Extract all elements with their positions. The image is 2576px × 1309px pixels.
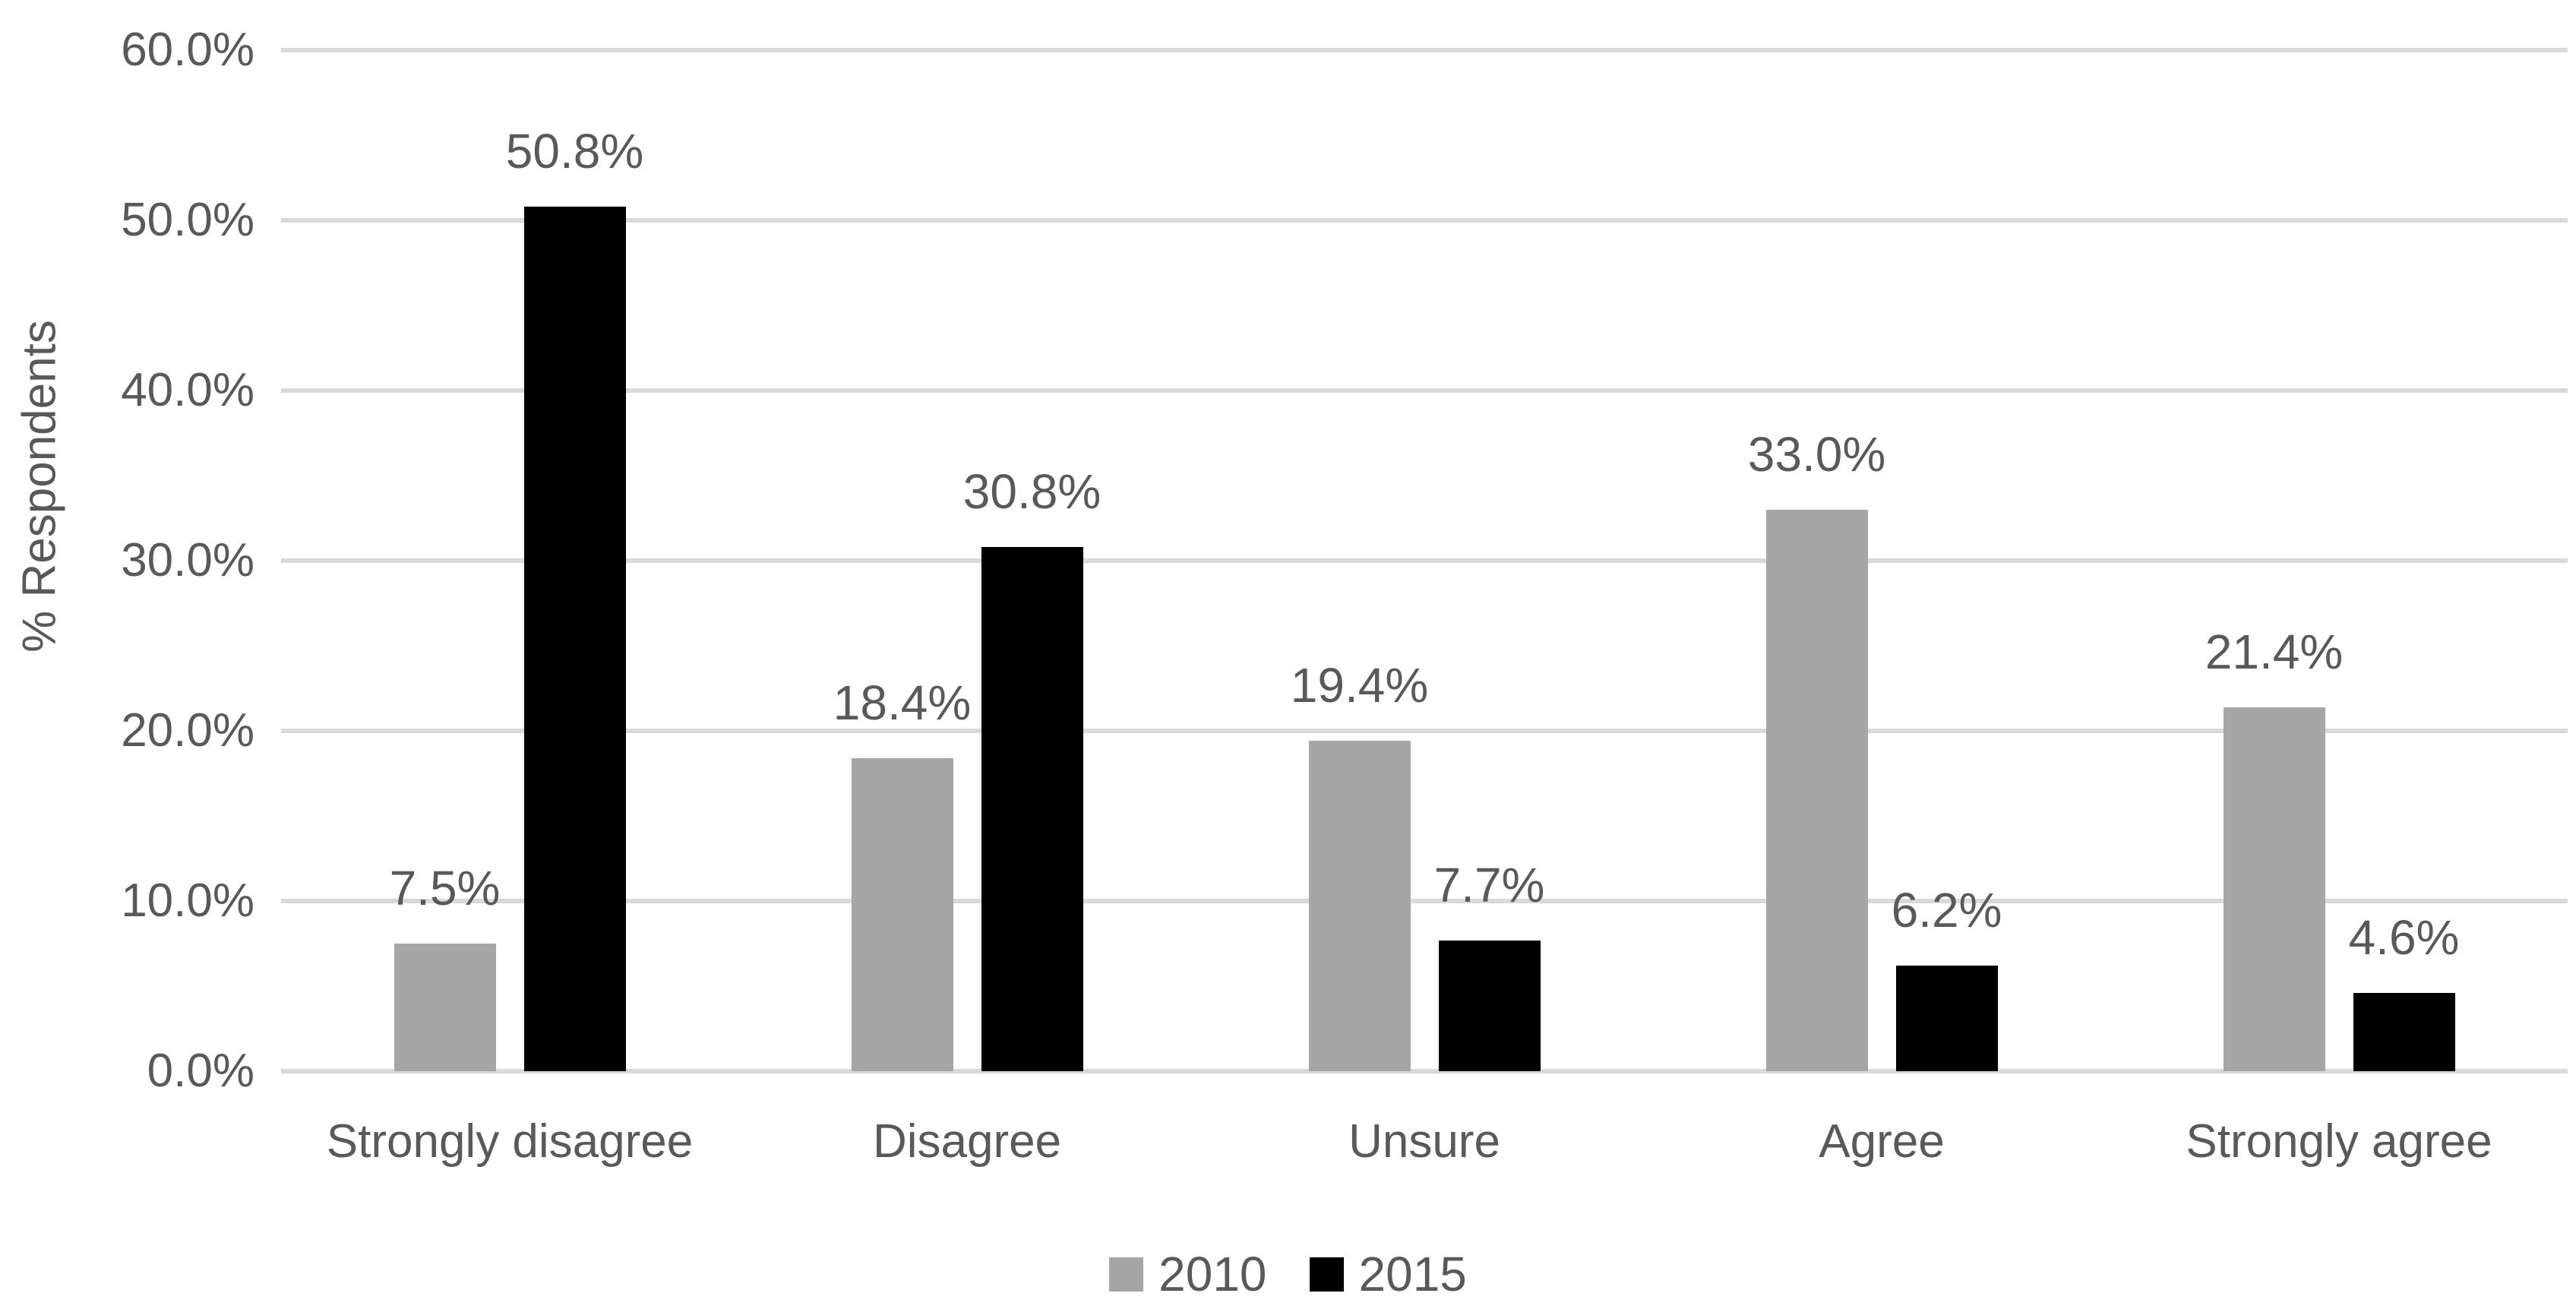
bar-2015-disagree <box>981 547 1083 1071</box>
data-label-2010-unsure: 19.4% <box>1290 658 1429 713</box>
data-label-2010-disagree: 18.4% <box>833 675 972 730</box>
bar-2010-unsure <box>1308 741 1411 1071</box>
gridline-40.0% <box>281 388 2568 393</box>
x-category-label-disagree: Disagree <box>872 1115 1062 1168</box>
y-tick-label-0.0%: 0.0% <box>147 1045 254 1097</box>
bar-2015-unsure <box>1438 941 1541 1071</box>
legend: 2010 2015 <box>0 1246 2576 1302</box>
y-tick-label-10.0%: 10.0% <box>121 874 254 927</box>
plot-area: 7.5% 50.8% 18.4% 30.8% 19.4% 7.7% 33.0% 6.2% 21.… <box>281 48 2568 1073</box>
data-label-2010-strongly-agree: 21.4% <box>2205 624 2344 679</box>
gridline-30.0% <box>281 558 2568 563</box>
y-tick-label-20.0%: 20.0% <box>121 704 254 757</box>
y-tick-label-40.0%: 40.0% <box>121 364 254 416</box>
gridline-50.0% <box>281 218 2568 223</box>
legend-swatch-2010 <box>1109 1257 1144 1292</box>
data-label-2015-disagree: 30.8% <box>962 464 1102 519</box>
legend-item-2015: 2015 <box>1309 1246 1467 1302</box>
bar-2010-strongly-disagree <box>394 944 496 1071</box>
x-category-label-strongly-disagree: Strongly disagree <box>326 1115 694 1168</box>
bar-2010-strongly-agree <box>2223 707 2325 1071</box>
x-category-label-agree: Agree <box>1819 1115 1945 1168</box>
y-tick-label-50.0%: 50.0% <box>121 194 254 246</box>
gridline-60.0% <box>281 48 2568 52</box>
data-label-2015-strongly-agree: 4.6% <box>2348 910 2460 965</box>
gridline-10.0% <box>281 899 2568 903</box>
bar-2015-agree <box>1895 966 1998 1071</box>
data-label-2010-agree: 33.0% <box>1747 427 1886 482</box>
y-tick-label-30.0%: 30.0% <box>121 534 254 587</box>
bar-2015-strongly-disagree <box>523 207 626 1071</box>
legend-item-2010: 2010 <box>1109 1246 1267 1302</box>
y-tick-label-60.0%: 60.0% <box>121 24 254 76</box>
data-label-2015-unsure: 7.7% <box>1433 858 1545 912</box>
bar-2010-disagree <box>851 758 953 1071</box>
data-label-2010-strongly-disagree: 7.5% <box>389 861 501 915</box>
legend-swatch-2015 <box>1309 1257 1344 1292</box>
bar-2015-strongly-agree <box>2353 993 2455 1071</box>
gridline-0.0% <box>281 1069 2568 1073</box>
legend-label-2015: 2015 <box>1358 1247 1467 1301</box>
x-category-label-strongly-agree: Strongly agree <box>2186 1115 2492 1168</box>
data-label-2015-strongly-disagree: 50.8% <box>505 124 644 179</box>
x-category-label-unsure: Unsure <box>1348 1115 1500 1168</box>
bar-2010-agree <box>1765 510 1868 1071</box>
gridline-20.0% <box>281 729 2568 733</box>
data-label-2015-agree: 6.2% <box>1891 883 2002 937</box>
legend-label-2010: 2010 <box>1158 1247 1267 1301</box>
